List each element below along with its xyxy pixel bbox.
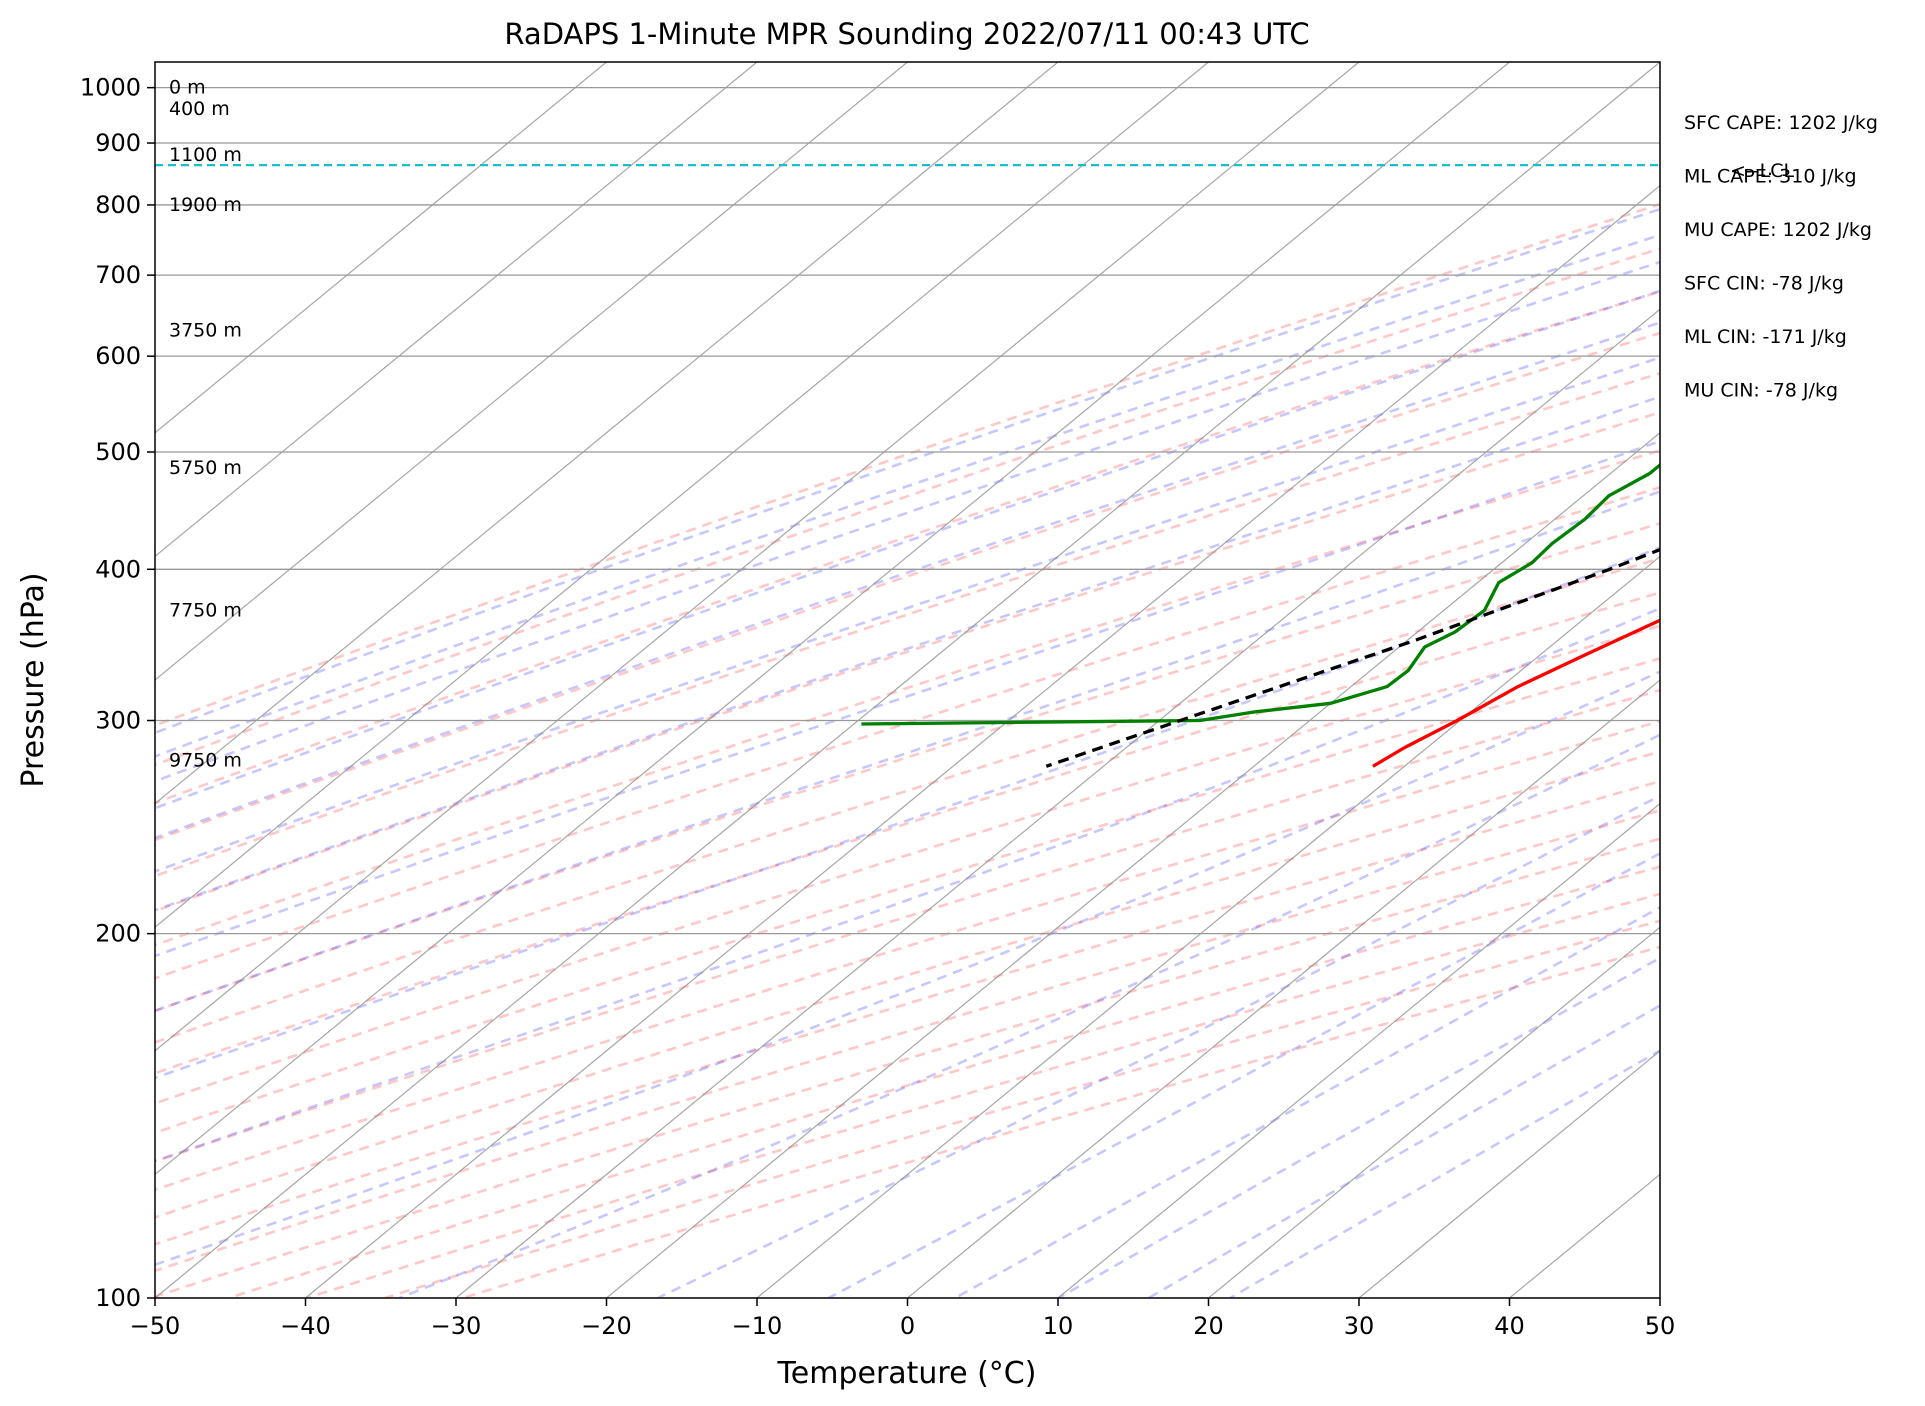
stat-annotation: MU CAPE: 1202 J/kg xyxy=(1684,219,1872,241)
isotherm xyxy=(606,432,1660,1298)
y-tick-label: 1000 xyxy=(80,74,141,102)
y-tick-label: 300 xyxy=(95,707,141,735)
isotherm xyxy=(155,62,1209,928)
isotherm xyxy=(455,308,1660,1298)
y-tick-label: 800 xyxy=(95,191,141,219)
isotherm xyxy=(1057,802,1660,1298)
dry-adiabat xyxy=(155,247,1660,767)
isotherm xyxy=(907,679,1660,1298)
dry-adiabat xyxy=(155,779,1660,1246)
y-tick-label: 500 xyxy=(95,438,141,466)
dry-adiabat xyxy=(155,202,1660,727)
x-tick-label: 20 xyxy=(1193,1312,1224,1340)
stat-annotation: SFC CAPE: 1202 J/kg xyxy=(1684,112,1878,134)
series-line-2 xyxy=(1045,547,1660,768)
moist-adiabat xyxy=(155,260,1660,783)
x-tick-label: −20 xyxy=(581,1312,632,1340)
isotherm xyxy=(305,184,1660,1298)
y-axis-label: Pressure (hPa) xyxy=(16,572,51,787)
dry-adiabat xyxy=(155,657,1660,1135)
dry-adiabat xyxy=(155,591,1660,1075)
height-label: 9750 m xyxy=(169,750,242,772)
y-tick-label: 400 xyxy=(95,555,141,583)
stat-annotation: ML CIN: -171 J/kg xyxy=(1684,326,1847,348)
moist-adiabat xyxy=(155,490,1660,1013)
x-tick-label: −10 xyxy=(732,1312,783,1340)
chart-title: RaDAPS 1-Minute MPR Sounding 2022/07/11 … xyxy=(504,17,1309,51)
height-label: 3750 m xyxy=(169,320,242,342)
x-axis-label: Temperature (°C) xyxy=(777,1356,1037,1391)
isotherm xyxy=(155,62,607,434)
y-tick-label: 900 xyxy=(95,129,141,157)
moist-adiabat xyxy=(155,321,1660,840)
lcl-label: <--LCL xyxy=(1730,160,1794,182)
isotherm xyxy=(155,62,908,681)
x-tick-label: 0 xyxy=(900,1312,915,1340)
height-label: 7750 m xyxy=(169,599,242,621)
y-tick-label: 200 xyxy=(95,920,141,948)
isotherm xyxy=(155,62,1059,805)
stat-annotation: SFC CIN: -78 J/kg xyxy=(1684,273,1844,295)
dry-adiabat xyxy=(155,624,1660,1105)
height-label: 1100 m xyxy=(169,144,242,166)
dry-adiabat xyxy=(155,371,1660,878)
isotherm xyxy=(155,62,1360,1052)
height-label: 1900 m xyxy=(169,194,242,216)
dry-adiabat xyxy=(155,411,1660,913)
x-tick-label: −30 xyxy=(431,1312,482,1340)
isotherm xyxy=(756,555,1660,1298)
x-tick-label: 50 xyxy=(1645,1312,1676,1340)
height-label: 400 m xyxy=(169,98,230,120)
stat-annotation: ML CAPE: 310 J/kg xyxy=(1684,166,1857,188)
isotherm xyxy=(1358,1050,1660,1298)
y-tick-label: 700 xyxy=(95,261,141,289)
x-tick-label: −40 xyxy=(280,1312,331,1340)
moist-adiabat xyxy=(155,606,1660,1163)
isotherm xyxy=(155,62,1510,1176)
moist-adiabat xyxy=(155,546,1660,1080)
x-tick-label: 30 xyxy=(1344,1312,1375,1340)
dry-adiabat xyxy=(155,557,1660,1044)
stat-annotation: MU CIN: -78 J/kg xyxy=(1684,380,1838,402)
isotherm xyxy=(1208,926,1660,1298)
y-tick-label: 600 xyxy=(95,342,141,370)
moist-adiabat xyxy=(155,289,1660,810)
x-tick-label: −50 xyxy=(130,1312,181,1340)
height-label: 0 m xyxy=(169,77,206,99)
y-tick-label: 100 xyxy=(95,1284,141,1312)
moist-adiabat xyxy=(155,233,1660,758)
isotherm xyxy=(155,62,758,558)
x-tick-label: 40 xyxy=(1494,1312,1525,1340)
dry-adiabat xyxy=(155,331,1660,842)
moist-adiabat xyxy=(155,439,1660,958)
isotherm xyxy=(155,62,1660,1298)
x-tick-label: 10 xyxy=(1043,1312,1074,1340)
height-label: 5750 m xyxy=(169,457,242,479)
